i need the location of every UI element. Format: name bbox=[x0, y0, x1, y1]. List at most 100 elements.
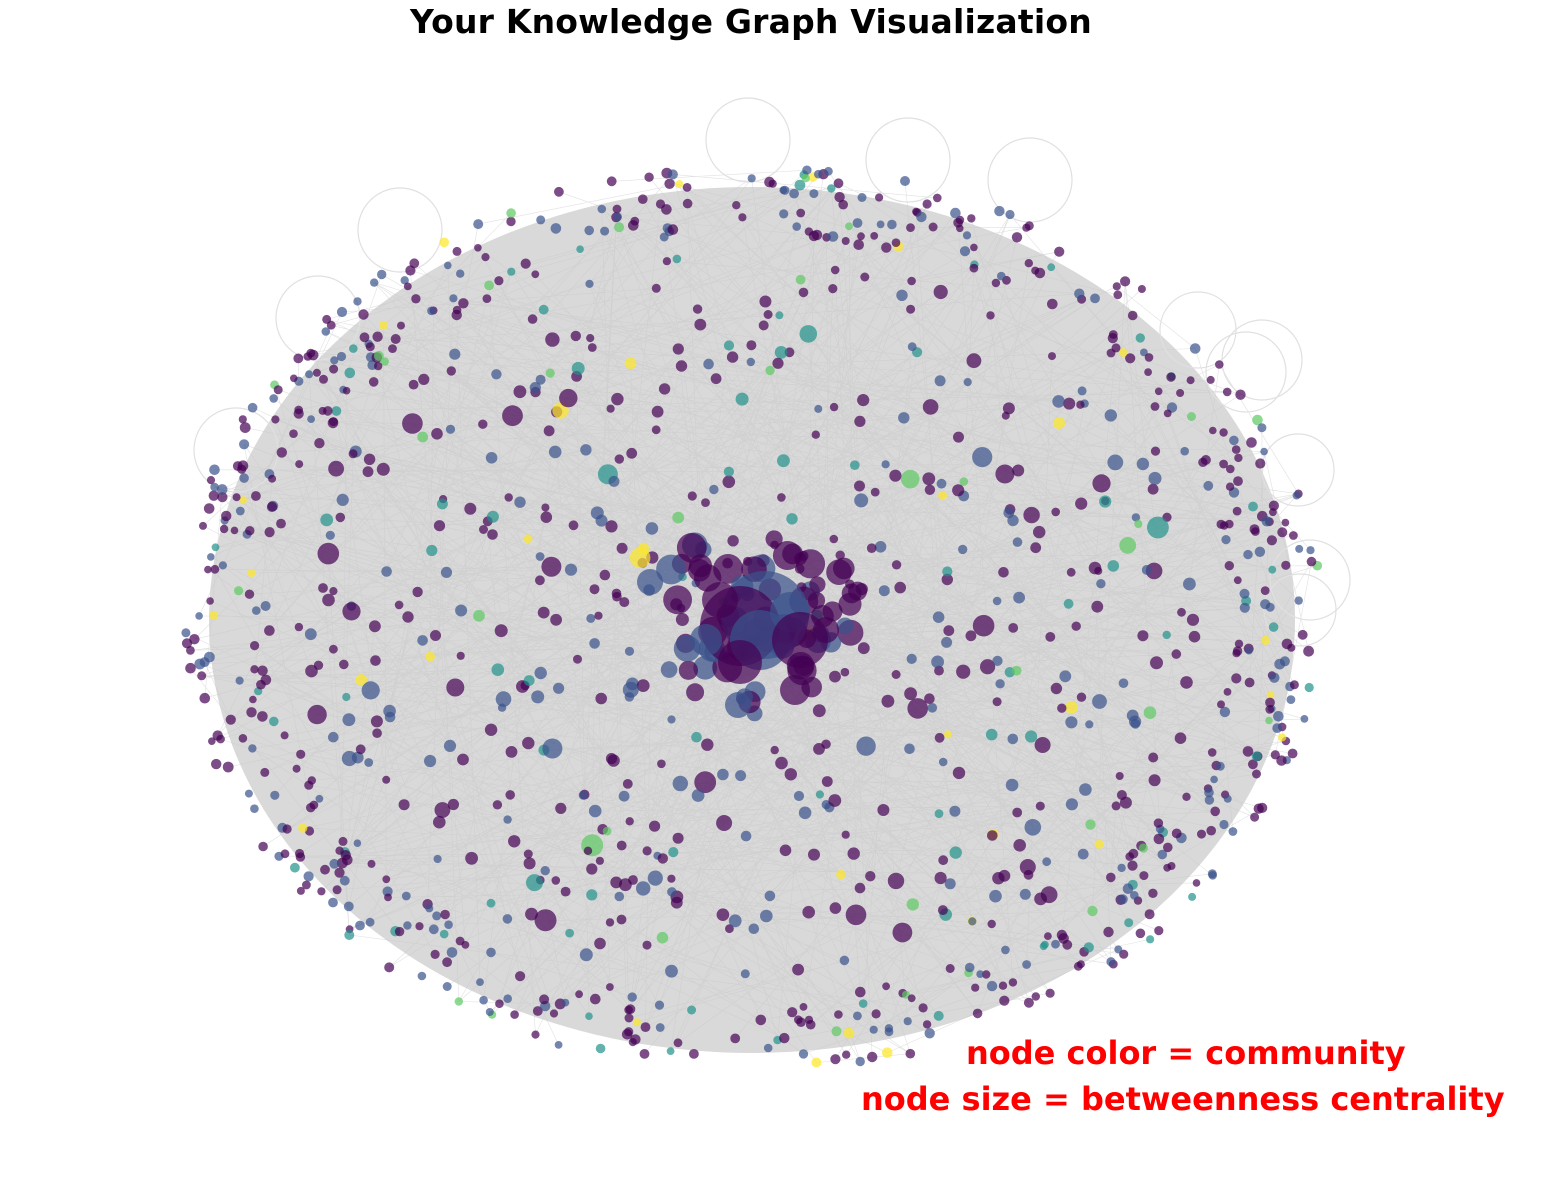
graph-node bbox=[559, 388, 578, 408]
graph-node bbox=[945, 964, 955, 973]
graph-node bbox=[335, 846, 344, 855]
graph-node bbox=[1033, 525, 1046, 539]
graph-node bbox=[482, 294, 492, 303]
graph-node bbox=[1127, 860, 1138, 871]
graph-node bbox=[918, 1003, 928, 1013]
graph-node bbox=[1077, 848, 1089, 860]
graph-node bbox=[775, 756, 788, 770]
graph-node bbox=[1248, 501, 1258, 512]
graph-node bbox=[891, 670, 901, 679]
graph-node bbox=[238, 415, 247, 424]
graph-node bbox=[1076, 692, 1087, 702]
graph-node bbox=[881, 460, 890, 469]
graph-node bbox=[821, 739, 831, 749]
graph-node bbox=[586, 334, 595, 343]
graph-node bbox=[257, 711, 268, 722]
graph-node bbox=[1008, 623, 1019, 633]
graph-node bbox=[1289, 531, 1298, 540]
graph-node bbox=[370, 715, 383, 728]
graph-node bbox=[1163, 409, 1172, 418]
graph-node bbox=[610, 876, 623, 889]
graph-node bbox=[403, 282, 412, 291]
graph-node bbox=[843, 1027, 855, 1039]
graph-node bbox=[933, 284, 948, 300]
graph-node bbox=[464, 502, 477, 515]
graph-node bbox=[497, 703, 507, 712]
graph-node bbox=[1107, 333, 1118, 344]
graph-node bbox=[667, 887, 677, 897]
graph-node bbox=[256, 679, 266, 690]
graph-node bbox=[380, 357, 389, 366]
graph-node bbox=[982, 970, 991, 979]
graph-node bbox=[570, 330, 581, 342]
graph-node bbox=[542, 738, 563, 759]
graph-node bbox=[319, 374, 328, 384]
graph-node bbox=[958, 544, 968, 555]
graph-node bbox=[353, 839, 362, 847]
graph-node bbox=[882, 1047, 893, 1058]
graph-node bbox=[427, 306, 436, 316]
graph-node bbox=[1104, 409, 1118, 422]
graph-node bbox=[723, 466, 735, 477]
graph-node bbox=[1114, 945, 1123, 954]
graph-node bbox=[474, 244, 482, 252]
graph-node bbox=[1289, 680, 1299, 690]
graph-node bbox=[358, 309, 369, 320]
graph-node bbox=[904, 743, 915, 755]
graph-node bbox=[845, 904, 867, 926]
graph-node bbox=[1147, 483, 1159, 495]
graph-node bbox=[952, 766, 966, 780]
graph-node bbox=[624, 1027, 634, 1037]
graph-node bbox=[799, 325, 818, 343]
graph-node bbox=[763, 1043, 773, 1053]
graph-node bbox=[555, 802, 567, 815]
graph-node bbox=[535, 374, 546, 385]
graph-node bbox=[417, 635, 428, 646]
graph-edges bbox=[185, 169, 1318, 1063]
graph-node bbox=[1225, 519, 1234, 529]
graph-node bbox=[616, 542, 628, 554]
graph-node bbox=[630, 1034, 641, 1045]
graph-node bbox=[1135, 333, 1146, 343]
graph-node bbox=[260, 767, 270, 777]
graph-node bbox=[830, 1054, 841, 1065]
graph-node bbox=[759, 295, 772, 308]
graph-node bbox=[1252, 414, 1263, 426]
graph-node bbox=[894, 581, 906, 594]
graph-node bbox=[1001, 411, 1010, 420]
graph-node bbox=[949, 846, 962, 859]
graph-node bbox=[576, 245, 584, 253]
graph-node bbox=[209, 464, 220, 476]
graph-node bbox=[1177, 607, 1186, 617]
graph-node bbox=[1077, 386, 1087, 396]
self-loop-edge bbox=[1263, 573, 1337, 647]
graph-node bbox=[801, 174, 810, 183]
annotation-node-color: node color = community bbox=[966, 1034, 1406, 1072]
graph-node bbox=[379, 320, 388, 330]
graph-node bbox=[1260, 586, 1270, 595]
graph-node bbox=[972, 614, 995, 637]
graph-node bbox=[997, 271, 1006, 281]
graph-node bbox=[439, 237, 450, 248]
graph-node bbox=[855, 1056, 865, 1067]
graph-node bbox=[813, 617, 839, 643]
graph-node bbox=[1111, 801, 1121, 811]
graph-node bbox=[208, 490, 219, 501]
graph-node bbox=[1306, 546, 1315, 555]
graph-node bbox=[503, 815, 512, 824]
graph-node bbox=[605, 520, 618, 533]
graph-node bbox=[986, 311, 995, 320]
graph-node bbox=[320, 864, 330, 875]
graph-node bbox=[1303, 645, 1314, 657]
graph-node bbox=[545, 332, 560, 347]
graph-node bbox=[485, 1008, 494, 1016]
graph-node bbox=[690, 624, 722, 656]
graph-node bbox=[1253, 803, 1264, 814]
graph-node bbox=[735, 392, 749, 406]
graph-node bbox=[211, 543, 220, 552]
graph-node bbox=[624, 692, 635, 702]
graph-node bbox=[792, 963, 804, 976]
graph-node bbox=[933, 193, 942, 203]
graph-node bbox=[1233, 576, 1242, 585]
graph-node bbox=[250, 665, 259, 674]
